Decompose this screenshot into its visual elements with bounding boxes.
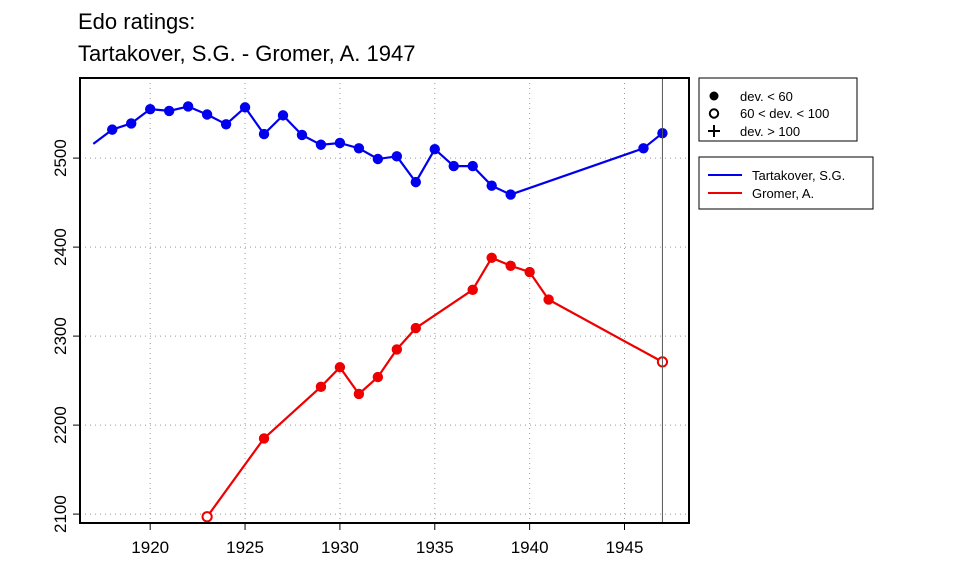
x-tick-label: 1925	[226, 538, 264, 557]
data-point-tartakover	[277, 110, 289, 121]
data-point-tartakover	[410, 176, 422, 188]
data-point-gromer	[391, 344, 403, 355]
data-point-gromer	[486, 252, 497, 263]
data-point-gromer	[410, 322, 422, 334]
data-point-tartakover	[144, 103, 156, 115]
y-tick-label: 2200	[51, 406, 70, 444]
marker-legend-label: 60 < dev. < 100	[740, 106, 829, 121]
marker-legend-label: dev. < 60	[740, 89, 793, 104]
data-point-tartakover	[467, 160, 478, 172]
marker-legend-box	[698, 77, 858, 142]
data-point-tartakover	[258, 128, 270, 140]
data-point-gromer	[372, 371, 384, 383]
data-point-tartakover	[296, 129, 308, 141]
series-legend-label: Tartakover, S.G.	[752, 168, 845, 183]
series-line-gromer	[206, 256, 663, 518]
x-axis: 1920 1925 1930 1935 1940 1945	[131, 523, 643, 557]
data-point-tartakover	[638, 143, 649, 154]
data-point-tartakover	[201, 109, 213, 120]
data-point-gromer	[524, 266, 535, 278]
data-point-tartakover	[429, 144, 440, 155]
marker-legend: dev. < 60 60 < dev. < 100 dev. > 100	[698, 77, 858, 142]
data-point-tartakover	[239, 102, 251, 113]
grid	[80, 78, 689, 523]
data-point-tartakover	[334, 137, 346, 149]
series-legend-box	[698, 156, 874, 210]
data-point-gromer	[201, 511, 213, 523]
data-point-tartakover	[126, 118, 137, 129]
y-tick-label: 2300	[51, 317, 70, 355]
x-tick-label: 1935	[416, 538, 454, 557]
legend-filled-circle-icon	[709, 91, 719, 101]
chart-subtitle: Tartakover, S.G. - Gromer, A. 1947	[78, 41, 415, 66]
data-point-tartakover	[107, 124, 118, 135]
x-tick-label: 1920	[131, 538, 169, 557]
x-tick-label: 1945	[606, 538, 644, 557]
data-point-gromer	[334, 362, 346, 373]
data-point-gromer	[505, 260, 516, 271]
plot-frame	[79, 77, 690, 524]
x-tick-label: 1940	[511, 538, 549, 557]
data-point-tartakover	[220, 119, 232, 130]
data-point-tartakover	[448, 160, 459, 172]
legend-plus-icon	[708, 125, 720, 137]
data-point-tartakover	[505, 189, 516, 200]
series-legend: Tartakover, S.G. Gromer, A.	[698, 156, 874, 210]
data-point-tartakover	[353, 143, 365, 154]
series-line-tartakover	[92, 105, 664, 196]
series-group	[92, 101, 669, 523]
data-point-tartakover	[163, 105, 175, 117]
data-point-gromer	[315, 381, 327, 393]
y-tick-label: 2100	[51, 495, 70, 533]
data-point-gromer	[467, 284, 478, 296]
data-point-tartakover	[486, 180, 497, 191]
data-point-tartakover	[182, 101, 194, 112]
y-tick-label: 2500	[51, 139, 70, 177]
data-point-tartakover	[372, 153, 384, 165]
series-legend-label: Gromer, A.	[752, 186, 814, 201]
x-tick-label: 1930	[321, 538, 359, 557]
chart-title: Edo ratings:	[78, 9, 195, 34]
y-tick-label: 2400	[51, 228, 70, 266]
data-point-gromer	[543, 294, 554, 305]
marker-legend-label: dev. > 100	[740, 124, 800, 139]
data-point-gromer	[258, 433, 270, 444]
data-point-tartakover	[315, 139, 327, 150]
y-axis: 2100 2200 2300 2400 2500	[51, 139, 80, 533]
data-point-gromer	[353, 388, 365, 400]
data-point-tartakover	[391, 151, 403, 162]
legend-open-circle-icon	[708, 108, 720, 119]
